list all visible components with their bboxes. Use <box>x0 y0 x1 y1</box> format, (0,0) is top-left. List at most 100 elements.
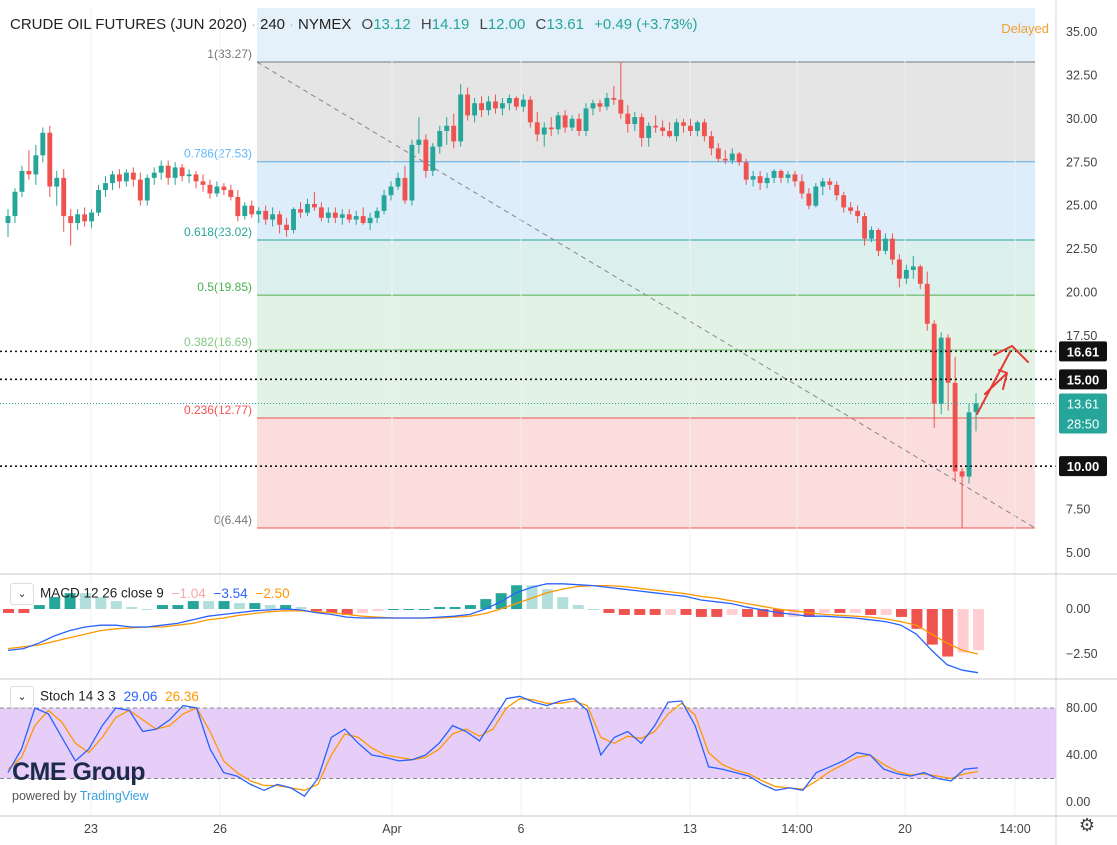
candle-body <box>130 172 136 180</box>
macd-hist-bar <box>649 609 661 615</box>
fib-label: 0(6.44) <box>214 513 252 527</box>
stoch-tick-label: 0.00 <box>1066 795 1090 809</box>
macd-hist-bar <box>249 603 261 609</box>
interval[interactable]: 240 <box>259 16 286 33</box>
candle-body <box>506 97 512 104</box>
exchange: NYMEX <box>298 16 352 33</box>
candle-body <box>562 115 568 128</box>
candle-body <box>451 125 457 142</box>
macd-hist-bar <box>233 603 245 609</box>
candle-body <box>242 205 248 217</box>
logo-text: CME Group <box>12 758 145 786</box>
macd-hist-bar <box>464 605 476 609</box>
macd-hist-bar <box>418 609 430 610</box>
macd-hist-bar <box>634 609 646 615</box>
chevron-down-icon[interactable]: ⌄ <box>10 583 34 605</box>
macd-hist-bar <box>33 605 45 609</box>
candle-body <box>778 170 784 178</box>
candle-body <box>896 259 902 279</box>
macd-line <box>7 583 979 674</box>
macd-hist-bar <box>788 609 800 617</box>
candle-body <box>931 323 937 404</box>
macd-value: −3.54 <box>213 585 248 601</box>
macd-hist-bar <box>819 609 831 613</box>
macd-hist-bar <box>834 609 846 613</box>
macd-hist-bar <box>865 609 877 615</box>
macd-hist-bar <box>572 605 584 609</box>
candle-body <box>785 174 791 178</box>
macd-signal-value: −2.50 <box>255 585 290 601</box>
candle-body <box>959 471 965 477</box>
stoch-k-line <box>7 695 979 797</box>
candle-body <box>708 136 714 149</box>
candle-body <box>548 127 554 130</box>
fib-label: 0.5(19.85) <box>197 280 252 294</box>
tradingview-link[interactable]: TradingView <box>79 789 149 803</box>
candle-body <box>395 177 401 187</box>
macd-hist-value: −1.04 <box>171 585 206 601</box>
candle-body <box>228 190 234 197</box>
macd-hist-bar <box>680 609 692 615</box>
candle-body <box>402 177 408 201</box>
symbol-title[interactable]: CRUDE OIL FUTURES (JUN 2020) <box>10 16 247 33</box>
candle-body <box>806 193 812 206</box>
candle-body <box>40 132 46 156</box>
candle-body <box>437 130 443 147</box>
macd-hist-bar <box>95 597 107 609</box>
candle-body <box>674 122 679 137</box>
macd-hist-bar <box>511 585 523 609</box>
candle-body <box>945 337 951 383</box>
macd-hist-bar <box>372 609 384 611</box>
candle-body <box>632 117 638 125</box>
open-label: O <box>361 16 374 33</box>
candle-body <box>291 209 296 230</box>
candle-body <box>381 195 387 211</box>
macd-hist-bar <box>588 609 600 610</box>
candle-body <box>151 172 157 178</box>
price-tick-label: 17.50 <box>1066 329 1097 343</box>
macd-label[interactable]: MACD 12 26 close 9 <box>40 585 164 601</box>
powered-by: powered by TradingView <box>12 789 149 803</box>
candle-body <box>19 170 25 192</box>
candle-body <box>207 184 213 194</box>
chevron-down-icon[interactable]: ⌄ <box>10 686 34 708</box>
candle-body <box>367 217 373 224</box>
price-tick-label: 5.00 <box>1066 546 1090 560</box>
candle-body <box>235 196 241 217</box>
candle-body <box>179 167 185 177</box>
candle-body <box>444 125 450 131</box>
stoch-legend: ⌄ Stoch 14 3 3 29.06 26.36 <box>10 686 199 708</box>
macd-hist-bar <box>757 609 769 617</box>
candle-body <box>200 181 206 185</box>
candle-body <box>903 269 909 279</box>
candle-body <box>834 184 840 196</box>
level-label: 15.00 <box>1067 372 1100 387</box>
candle-body <box>409 144 415 201</box>
candle-body <box>862 216 868 239</box>
candle-body <box>527 99 533 123</box>
arrow-icon <box>998 369 1008 390</box>
candle-body <box>500 103 505 109</box>
candle-body <box>75 214 81 224</box>
candle-body <box>82 214 88 222</box>
price-tick-label: 32.50 <box>1066 68 1097 82</box>
gear-icon[interactable]: ⚙ <box>1078 815 1095 835</box>
candle-body <box>68 216 74 224</box>
macd-hist-bar <box>264 605 276 609</box>
macd-hist-bar <box>357 609 369 613</box>
stoch-label[interactable]: Stoch 14 3 3 <box>40 688 116 704</box>
candle-body <box>374 210 380 218</box>
candle-body <box>5 216 11 224</box>
candle-body <box>660 127 666 131</box>
candle-body <box>889 238 895 260</box>
stoch-tick-label: 80.00 <box>1066 701 1097 715</box>
macd-hist-bar <box>18 609 30 613</box>
candle-body <box>736 153 742 163</box>
fib-zone <box>257 161 1035 241</box>
candle-body <box>270 214 276 220</box>
close-value: 13.61 <box>546 16 584 33</box>
macd-hist-bar <box>695 609 707 617</box>
candle-body <box>346 214 352 220</box>
cme-group-logo: CME Group powered by TradingView <box>12 758 149 803</box>
